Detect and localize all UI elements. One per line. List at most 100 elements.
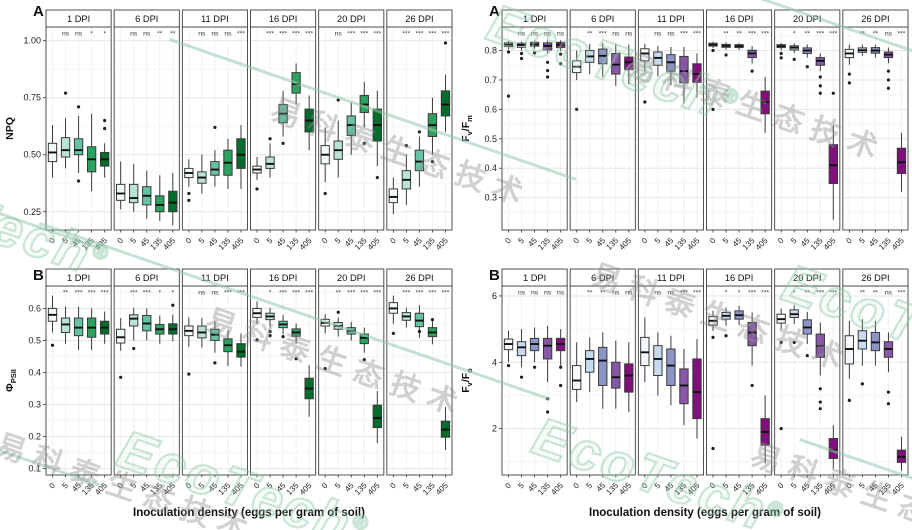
- significance-label: ***: [829, 290, 837, 297]
- significance-label: **: [157, 31, 163, 38]
- significance-label: ***: [748, 31, 756, 38]
- significance-label: ***: [898, 31, 906, 38]
- significance-label: ***: [693, 290, 701, 297]
- x-tick-label: 405: [549, 236, 565, 252]
- x-tick-label: 405: [617, 236, 633, 252]
- x-tick-label: 5: [789, 481, 799, 491]
- y-tick-label: 0.7: [484, 75, 497, 85]
- boxplot-box: [653, 345, 663, 377]
- outlier-point: [792, 57, 796, 61]
- facet-label: 20 DPI: [337, 14, 365, 24]
- outlier-point: [187, 372, 191, 376]
- significance-label: ***: [279, 290, 287, 297]
- outlier-point: [50, 343, 55, 347]
- x-tick-label: 405: [434, 481, 450, 497]
- x-axis-title: Inoculation density (eggs per gram of so…: [133, 507, 365, 519]
- panel-letter: B: [33, 267, 44, 284]
- y-tick-label: 0.6: [28, 303, 41, 313]
- significance-label: ns: [667, 290, 675, 297]
- x-tick-label: 5: [585, 481, 595, 491]
- facet-label: 20 DPI: [793, 273, 821, 283]
- outlier-point: [323, 367, 327, 371]
- significance-label: **: [805, 31, 811, 38]
- facet-label: 16 DPI: [725, 273, 753, 283]
- outlier-point: [323, 191, 327, 196]
- outlier-point: [779, 340, 783, 344]
- boxplot-box: [624, 363, 634, 393]
- x-tick-label: 405: [890, 236, 906, 252]
- facet-label: 6 DPI: [591, 273, 614, 283]
- outlier-point: [103, 126, 107, 131]
- significance-label: ***: [347, 290, 355, 297]
- facet-label: 6 DPI: [135, 14, 158, 24]
- significance-label: ns: [625, 290, 633, 297]
- x-tick-label: 0: [572, 236, 582, 246]
- outlier-point: [336, 310, 340, 314]
- y-tick-label: 0.2: [28, 432, 41, 442]
- significance-label: ***: [816, 290, 824, 297]
- boxplot-box: [210, 161, 220, 176]
- significance-label: ***: [599, 31, 607, 38]
- significance-label: **: [805, 290, 811, 297]
- outlier-point: [724, 53, 728, 57]
- outlier-point: [63, 91, 68, 95]
- panel-letter: A: [489, 3, 500, 20]
- panel-letter: A: [33, 3, 44, 20]
- x-tick-label: 0: [708, 481, 718, 491]
- x-axis-title: Inoculation density (eggs per gram of so…: [589, 507, 821, 519]
- boxplot-box: [585, 350, 595, 373]
- x-tick-label: 405: [298, 236, 314, 252]
- significance-label: ns: [224, 31, 232, 38]
- x-tick-label: 0: [47, 481, 57, 491]
- significance-label: ***: [88, 290, 96, 297]
- y-tick-label: 4: [492, 357, 497, 367]
- significance-label: ***: [237, 290, 245, 297]
- outlier-point: [546, 410, 550, 414]
- significance-label: ***: [428, 31, 436, 38]
- outlier-point: [417, 329, 422, 334]
- outlier-point: [76, 179, 81, 183]
- facet-strip: [250, 9, 317, 28]
- significance-label: *: [725, 290, 728, 297]
- outlier-point: [643, 100, 647, 104]
- x-tick-label: 405: [754, 481, 770, 497]
- outlier-point: [711, 335, 715, 339]
- significance-label: *: [269, 290, 272, 297]
- outlier-point: [404, 144, 408, 148]
- y-tick-label: 0.4: [28, 367, 41, 377]
- outlier-point: [818, 400, 822, 404]
- significance-label: ***: [442, 290, 450, 297]
- outlier-point: [559, 383, 563, 388]
- facet-label: 11 DPI: [201, 14, 229, 24]
- outlier-point: [132, 346, 136, 351]
- panel-fvfo: B Fv/Fo 2 4 6 1 DPI ns ns ns ns 0 5 45 135 405 6 DPI **…: [456, 265, 912, 508]
- significance-label: *: [171, 290, 174, 297]
- outlier-point: [362, 358, 366, 362]
- y-tick-label: 0.25: [23, 207, 41, 217]
- significance-label: ns: [130, 31, 138, 38]
- outlier-point: [255, 187, 259, 191]
- boxplot-box: [388, 188, 399, 204]
- outlier-point: [779, 56, 783, 60]
- significance-label: ***: [373, 290, 381, 297]
- facet-strip: [569, 268, 636, 287]
- significance-label: **: [63, 290, 69, 297]
- facet-label: 26 DPI: [405, 273, 433, 283]
- y-axis-title: NPQ: [4, 117, 16, 140]
- significance-label: ***: [101, 290, 109, 297]
- outlier-point: [750, 383, 754, 388]
- significance-label: ***: [829, 31, 837, 38]
- x-tick-label: 5: [789, 236, 799, 246]
- x-tick-label: 5: [401, 481, 411, 491]
- significance-label: ns: [62, 31, 70, 38]
- outlier-point: [76, 105, 81, 109]
- outlier-point: [886, 69, 891, 73]
- significance-label: ***: [680, 290, 688, 297]
- boxplot-box: [828, 438, 838, 459]
- boxplot-box: [692, 358, 702, 420]
- x-tick-label: 0: [320, 481, 330, 491]
- outlier-point: [362, 141, 366, 145]
